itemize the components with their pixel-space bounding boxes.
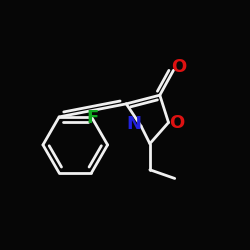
- Text: O: O: [169, 114, 184, 132]
- Text: O: O: [171, 58, 186, 76]
- Text: F: F: [86, 109, 99, 127]
- Text: N: N: [126, 115, 141, 133]
